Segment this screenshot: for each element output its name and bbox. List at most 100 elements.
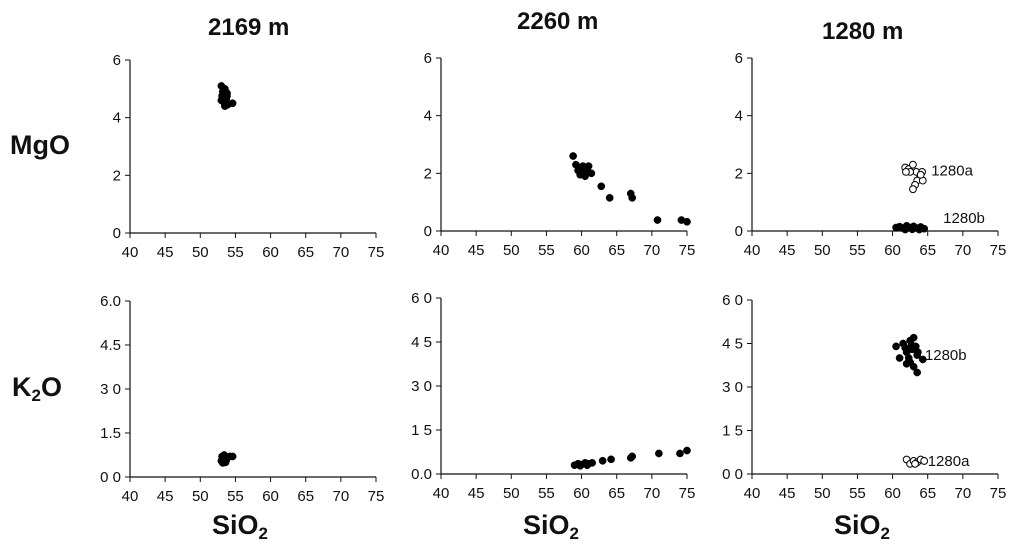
y-tick-label: 6 0 (722, 292, 743, 309)
y-tick-label: 6 (424, 50, 432, 67)
data-point-filled (907, 341, 916, 349)
x-tick-label: 40 (122, 488, 139, 505)
data-point-filled (915, 225, 924, 234)
y-tick-label: 6 (113, 52, 121, 69)
annotation-label: 1280b (925, 347, 967, 364)
panel-K2O-2169: 40 45 50 55 60 65 70 75 0 0 1.5 3 0 4.5 6.0 (100, 293, 384, 505)
panel-MgO-2260: 40 45 50 55 60 65 70 75 0 2 4 6 (424, 50, 696, 259)
data-point-filled (655, 449, 663, 458)
x-tick-label: 70 (644, 242, 661, 259)
x-tick-label: 55 (227, 488, 244, 505)
x-tick-label: 60 (573, 485, 590, 502)
data-point-open (902, 167, 910, 176)
x-tick-label: 65 (608, 485, 625, 502)
x-tick-label: 70 (333, 488, 350, 505)
x-tick-label: 60 (884, 485, 901, 502)
x-tick-label: 75 (679, 485, 696, 502)
y-tick-label: 4 5 (722, 336, 743, 353)
y-tick-label: 3 0 (100, 381, 121, 398)
y-tick-label: 4.5 (100, 337, 121, 354)
x-tick-label: 45 (779, 242, 796, 259)
x-axis-label-main: SiO (523, 510, 570, 540)
x-tick-label: 75 (368, 488, 385, 505)
x-tick-label: 65 (919, 242, 936, 259)
x-tick-label: 55 (538, 485, 555, 502)
data-point-filled (909, 333, 918, 342)
y-tick-label: 0 (424, 223, 432, 240)
y-tick-label: 4 (735, 108, 743, 125)
y-tick-label: 6.0 (100, 293, 121, 310)
column-title-1280: 1280 m (822, 18, 904, 45)
data-point-filled (598, 456, 607, 465)
x-axis-label-main: SiO (834, 510, 881, 540)
x-tick-label: 40 (433, 242, 450, 259)
row-label-mgo-text: MgO (10, 130, 70, 160)
data-point-filled (628, 193, 637, 202)
data-point-filled (576, 461, 585, 470)
x-axis-label-sub: 2 (569, 524, 579, 543)
x-tick-label: 50 (503, 242, 520, 259)
data-point-open (911, 459, 919, 468)
x-tick-label: 60 (262, 488, 279, 505)
y-tick-label: 2 (424, 165, 432, 182)
annotation-label: 1280b (943, 210, 985, 227)
data-point-filled (908, 225, 917, 234)
panel-MgO-2169: 40 45 50 55 60 65 70 75 0 2 4 6 (113, 52, 385, 261)
y-tick-label: 6 0 (411, 290, 432, 307)
x-tick-label: 65 (297, 244, 314, 261)
data-point-filled (569, 152, 577, 160)
data-point-filled (902, 359, 911, 368)
y-tick-label: 2 (735, 165, 743, 182)
data-point-filled (628, 452, 637, 461)
annotation-label: 1280a (931, 162, 973, 179)
x-tick-label: 50 (814, 242, 831, 259)
data-point-filled (583, 166, 592, 175)
data-point-filled (901, 344, 910, 352)
x-tick-label: 40 (744, 242, 761, 259)
data-point-open (916, 170, 925, 179)
data-point-filled (895, 354, 904, 362)
x-tick-label: 40 (122, 244, 139, 261)
panel-K2O-1280: 40 45 50 55 60 65 70 75 0 0 1 5 3 0 4 5 6 0 1280b 1280… (722, 292, 1006, 502)
x-tick-label: 55 (849, 485, 866, 502)
y-tick-label: 0 (113, 225, 121, 242)
y-tick-label: 0 0 (100, 469, 121, 486)
annotation-label: 1280a (928, 453, 970, 470)
x-tick-label: 55 (849, 242, 866, 259)
y-tick-label: 3 0 (411, 378, 432, 395)
x-tick-label: 75 (990, 485, 1007, 502)
y-tick-label: 1 5 (411, 422, 432, 439)
data-point-filled (605, 193, 614, 202)
data-point-filled (918, 355, 927, 364)
data-point-filled (223, 92, 231, 100)
data-point-filled (901, 225, 910, 234)
x-tick-label: 60 (573, 242, 590, 259)
data-point-filled (676, 449, 684, 458)
x-tick-label: 45 (779, 485, 796, 502)
x-tick-label: 70 (644, 485, 661, 502)
y-tick-label: 0 (735, 223, 743, 240)
x-tick-label: 50 (192, 244, 209, 261)
x-tick-label: 75 (679, 242, 696, 259)
y-tick-label: 1 5 (722, 423, 743, 440)
x-tick-label: 65 (919, 485, 936, 502)
data-point-open (920, 457, 929, 465)
x-tick-label: 70 (955, 242, 972, 259)
data-point-filled (597, 182, 606, 191)
data-point-filled (683, 446, 691, 455)
data-point-filled (653, 216, 662, 224)
x-axis-label-col3: SiO2 (834, 510, 890, 543)
data-point-filled (221, 102, 229, 110)
x-axis-label-col1: SiO2 (212, 510, 268, 543)
x-tick-label: 50 (192, 488, 209, 505)
x-tick-label: 65 (608, 242, 625, 259)
y-tick-label: 0.0 (411, 466, 432, 483)
data-point-filled (913, 368, 922, 377)
row-label-k2o: K2O (12, 372, 62, 405)
data-point-open (909, 185, 917, 194)
x-axis-label-main: SiO (212, 510, 259, 540)
data-point-filled (218, 459, 227, 467)
row-label-k2o-main: K (12, 372, 32, 402)
row-label-mgo: MgO (10, 130, 70, 161)
